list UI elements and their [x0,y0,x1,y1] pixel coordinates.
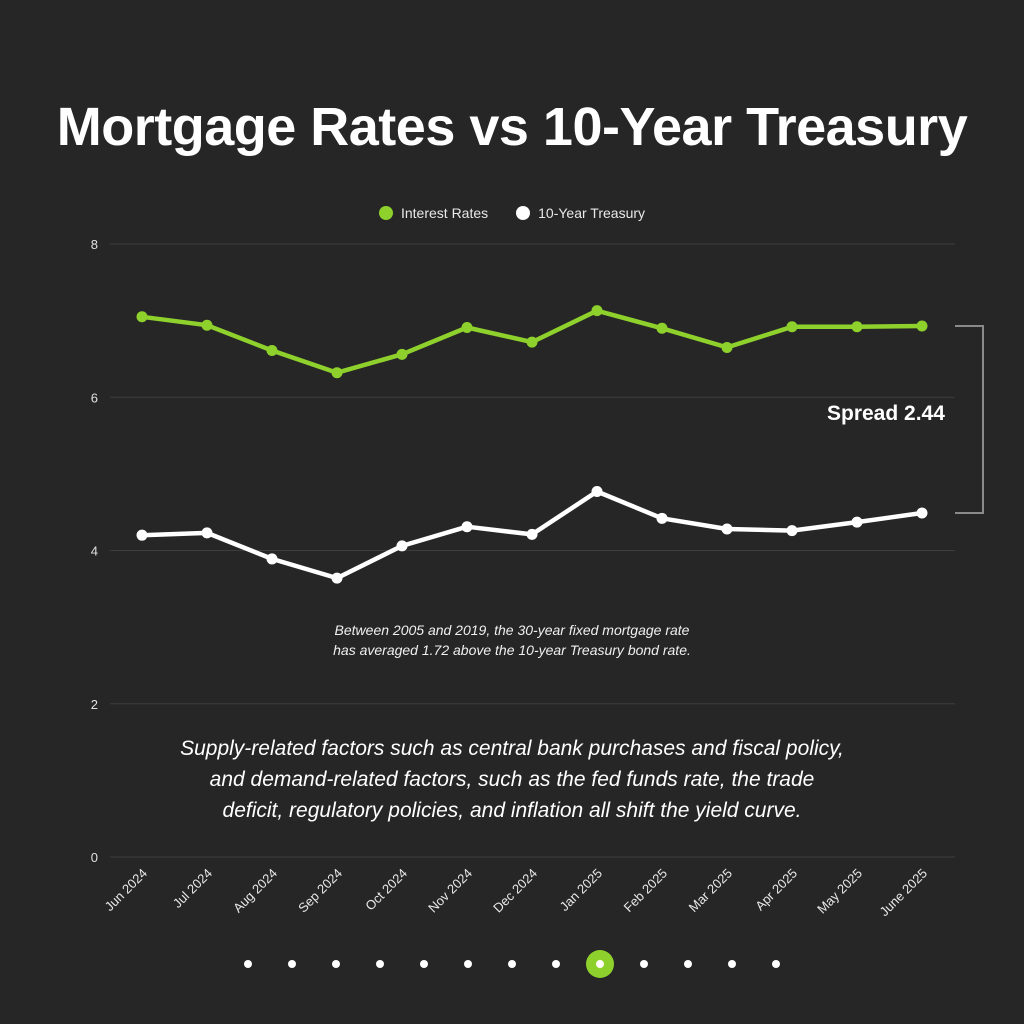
data-point-treasury [916,507,928,519]
data-point-treasury [656,512,668,524]
explanation-line-3: deficit, regulatory policies, and inflat… [222,799,802,822]
legend-item-treasury: 10-Year Treasury [516,205,645,221]
pagination-dot[interactable] [244,960,252,968]
data-point-treasury [851,516,863,528]
data-point-interest-rates [786,321,798,333]
pagination-dot-active[interactable] [586,950,614,978]
pagination-dot[interactable] [772,960,780,968]
data-point-interest-rates [591,305,603,317]
data-point-interest-rates [136,311,148,323]
data-point-treasury [526,528,538,540]
data-point-interest-rates [916,320,928,332]
y-tick-label: 0 [91,850,98,865]
explanation-line-1: Supply-related factors such as central b… [180,737,844,760]
explanation-text: Supply-related factors such as central b… [112,733,912,826]
data-point-treasury [266,553,278,565]
explanation-line-2: and demand-related factors, such as the … [209,768,815,791]
note-line-2: has averaged 1.72 above the 10-year Trea… [333,642,691,658]
data-point-interest-rates [851,321,863,333]
data-point-interest-rates [396,348,408,360]
carousel-pagination [0,948,1024,980]
pagination-dot[interactable] [640,960,648,968]
y-tick-label: 2 [91,697,98,712]
legend-item-interest-rates: Interest Rates [378,205,489,221]
x-tick-label: Jun 2024 [102,866,150,914]
legend-label-treasury: 10-Year Treasury [538,205,646,221]
x-tick-label: Sep 2024 [295,866,345,916]
pagination-dot[interactable] [332,960,340,968]
spread-label: Spread 2.44 [827,402,945,425]
data-point-interest-rates [721,341,733,353]
pagination-dot[interactable] [552,960,560,968]
y-tick-label: 8 [91,237,98,252]
pagination-dot[interactable] [508,960,516,968]
legend: Interest Rates 10-Year Treasury [0,205,1024,221]
x-tick-label: Apr 2025 [752,866,800,914]
legend-label-interest-rates: Interest Rates [400,205,489,221]
pagination-dot[interactable] [376,960,384,968]
data-point-treasury [201,527,213,539]
data-point-treasury [721,523,733,535]
pagination-dot[interactable] [464,960,472,968]
x-tick-label: Mar 2025 [686,866,735,915]
x-tick-label: Jul 2024 [170,866,215,911]
y-tick-label: 6 [91,390,98,405]
historical-note: Between 2005 and 2019, the 30-year fixed… [212,620,812,660]
data-point-treasury [786,525,798,537]
y-tick-label: 4 [91,544,98,559]
data-point-interest-rates [526,336,538,348]
spread-bracket [955,324,984,514]
data-point-treasury [591,485,603,497]
x-tick-label: Oct 2024 [362,866,410,914]
pagination-dot[interactable] [420,960,428,968]
pagination-dot[interactable] [728,960,736,968]
x-tick-label: Jan 2025 [557,866,605,914]
chart-title: Mortgage Rates vs 10-Year Treasury [56,97,968,157]
data-point-treasury [331,572,343,584]
data-point-interest-rates [331,367,343,379]
legend-dot-interest-rates [378,206,393,220]
data-point-interest-rates [201,319,213,331]
data-point-interest-rates [461,322,473,334]
x-tick-label: Feb 2025 [621,866,670,915]
data-point-interest-rates [656,322,668,334]
x-tick-label: June 2025 [877,866,931,920]
pagination-dot[interactable] [684,960,692,968]
note-line-1: Between 2005 and 2019, the 30-year fixed… [334,622,690,638]
legend-dot-treasury [516,206,531,220]
x-tick-label: Nov 2024 [425,866,475,916]
x-tick-label: Aug 2024 [230,866,280,916]
data-point-treasury [136,529,148,541]
data-point-treasury [461,521,473,533]
data-point-treasury [396,540,408,552]
data-point-interest-rates [266,345,278,357]
pagination-dot[interactable] [288,960,296,968]
x-tick-label: Dec 2024 [490,866,540,916]
x-tick-label: May 2025 [814,866,865,917]
